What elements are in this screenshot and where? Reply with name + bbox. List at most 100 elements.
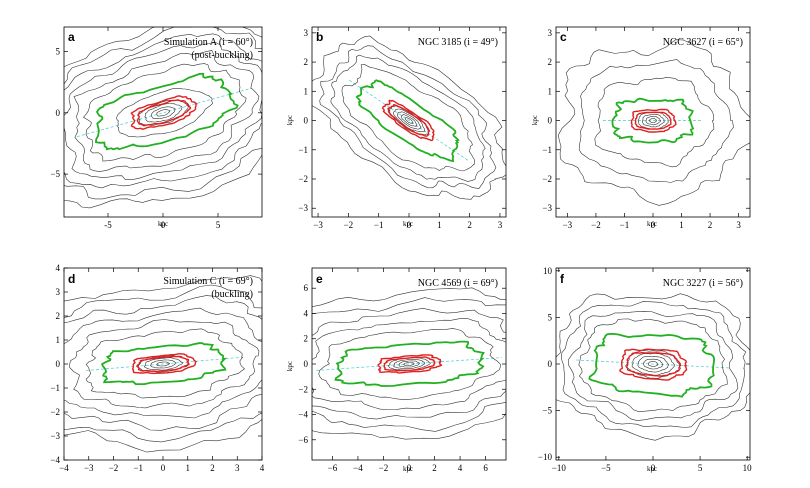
x-tick-label: −1 bbox=[620, 220, 630, 230]
y-tick-label: 0 bbox=[548, 116, 553, 126]
x-tick-label: 5 bbox=[698, 463, 703, 473]
panel-a: a Simulation A (i = 60°) (post-buckling) kp… bbox=[50, 26, 263, 230]
panel-f-contours bbox=[556, 293, 750, 441]
y-tick-label: 0 bbox=[548, 359, 553, 369]
red-isophote-inner bbox=[387, 103, 431, 137]
x-tick-label: 0 bbox=[651, 463, 656, 473]
isophote-contour bbox=[64, 295, 262, 431]
major-axis-line bbox=[86, 357, 240, 371]
isophote-contour bbox=[330, 54, 486, 182]
isophote-contour bbox=[312, 318, 506, 410]
y-tick-label: −2 bbox=[50, 407, 60, 417]
isophote-contour bbox=[150, 359, 177, 369]
panel-a-xlabel: kpc bbox=[158, 220, 168, 228]
isophote-contour bbox=[561, 301, 747, 428]
red-isophote bbox=[630, 108, 677, 133]
isophote-contour bbox=[318, 328, 501, 401]
y-tick-label: 0 bbox=[56, 108, 61, 118]
panel-c-title: NGC 3627 (i = 65°) bbox=[663, 37, 743, 48]
x-tick-label: 2 bbox=[210, 463, 215, 473]
panel-f: f NGC 3227 (i = 56°) kpc −10 −5 0 5 10 10 5 0 −5 −10 bbox=[538, 266, 752, 473]
y-tick-label: −2 bbox=[298, 174, 308, 184]
panel-f-plot bbox=[555, 267, 751, 461]
y-tick-label: 0 bbox=[56, 359, 61, 369]
panel-d-title: Simulation C (i = 69°) bbox=[163, 276, 253, 287]
isophote-contour bbox=[312, 287, 506, 440]
x-tick-label: 6 bbox=[483, 463, 488, 473]
green-isophote bbox=[355, 79, 460, 163]
y-tick-label: 4 bbox=[56, 263, 61, 273]
panel-b-contours bbox=[312, 35, 506, 200]
isophote-contour bbox=[156, 361, 170, 367]
x-tick-label: 4 bbox=[458, 463, 463, 473]
major-axis-line bbox=[575, 359, 731, 369]
isophote-contour bbox=[116, 88, 213, 138]
x-tick-label: 0 bbox=[407, 463, 412, 473]
y-tick-label: −1 bbox=[298, 145, 308, 155]
x-tick-label: −3 bbox=[313, 220, 323, 230]
red-isophote bbox=[131, 353, 198, 375]
isophote-contour bbox=[64, 33, 262, 189]
panel-a-letter: a bbox=[68, 30, 75, 44]
isophote-contour bbox=[647, 361, 659, 367]
y-tick-label: −5 bbox=[50, 169, 60, 179]
isophote-contour bbox=[341, 63, 476, 172]
isophote-contour bbox=[398, 360, 420, 368]
x-tick-label: 3 bbox=[235, 463, 240, 473]
isophote-contour bbox=[144, 357, 184, 371]
x-tick-label: 4 bbox=[260, 463, 265, 473]
y-tick-label: 10 bbox=[543, 266, 553, 276]
panel-c: c NGC 3627 (i = 65°) kpc kpc −3 −2 −1 0 1 2 3 3 2 1 0 −… bbox=[531, 26, 751, 230]
isophote-contour bbox=[312, 307, 506, 420]
isophote-contour bbox=[568, 310, 739, 421]
red-isophote bbox=[377, 354, 443, 374]
panel-a-title: Simulation A (i = 60°) bbox=[164, 37, 253, 48]
x-tick-label: −1 bbox=[133, 463, 143, 473]
panel-b-ylabel: kpc bbox=[286, 115, 294, 125]
red-isophote-inner bbox=[136, 355, 190, 373]
isophote-contour bbox=[64, 27, 262, 209]
panel-d-contours bbox=[64, 275, 262, 453]
x-tick-label: 1 bbox=[186, 463, 191, 473]
y-tick-label: −4 bbox=[50, 455, 60, 465]
isophote-contour bbox=[556, 293, 750, 441]
panel-f-xlabel: kpc bbox=[647, 465, 657, 473]
y-tick-label: 5 bbox=[548, 312, 553, 322]
isophote-contour bbox=[637, 355, 670, 373]
y-tick-label: −3 bbox=[542, 203, 552, 213]
panel-c-xlabel: kpc bbox=[647, 220, 657, 228]
x-tick-label: 2 bbox=[467, 220, 472, 230]
y-tick-label: 2 bbox=[548, 57, 553, 67]
y-tick-label: 1 bbox=[304, 86, 309, 96]
isophote-contour bbox=[85, 328, 245, 399]
y-tick-label: 0 bbox=[304, 116, 309, 126]
isophote-contour bbox=[319, 45, 497, 190]
isophote-contour bbox=[643, 358, 664, 370]
x-tick-label: 2 bbox=[708, 220, 713, 230]
isophote-contour bbox=[631, 352, 675, 376]
panel-e: e NGC 4569 (i = 69°) kpc kpc −6 −4 −2 0 2 4 6 6 4 2 0 −… bbox=[286, 267, 507, 473]
red-isophote bbox=[130, 95, 199, 131]
x-tick-label: -5 bbox=[104, 220, 112, 230]
isophote-contour bbox=[73, 50, 260, 172]
isophote-contour bbox=[83, 63, 247, 162]
panel-e-letter: e bbox=[316, 272, 323, 286]
green-isophote bbox=[100, 342, 227, 386]
panel-b-xlabel: kpc bbox=[403, 220, 413, 228]
panel-d-subtitle: (buckling) bbox=[211, 289, 253, 300]
isophote-contour bbox=[312, 35, 506, 200]
panel-f-letter: f bbox=[560, 272, 565, 286]
green-isophote bbox=[588, 332, 716, 398]
isophote-contour bbox=[578, 318, 728, 413]
red-isophote bbox=[381, 99, 435, 142]
x-tick-label: −4 bbox=[59, 463, 69, 473]
x-tick-label: 2 bbox=[432, 463, 437, 473]
x-tick-label: −6 bbox=[328, 463, 338, 473]
isophote-contour bbox=[393, 358, 426, 370]
y-tick-label: 2 bbox=[56, 311, 61, 321]
panel-b-title: NGC 3185 (i = 49°) bbox=[418, 37, 498, 48]
x-tick-label: −5 bbox=[601, 463, 611, 473]
panel-d-plot bbox=[63, 267, 263, 461]
isophote-contour bbox=[69, 319, 260, 409]
x-tick-label: 0 bbox=[161, 220, 166, 230]
